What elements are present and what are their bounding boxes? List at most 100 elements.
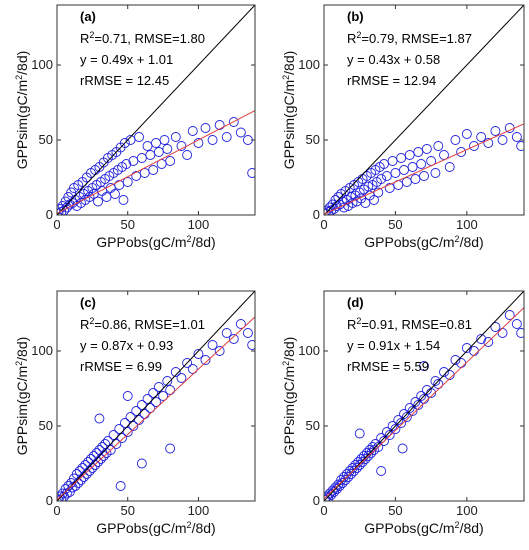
data-point	[151, 138, 161, 148]
data-point	[483, 138, 494, 148]
data-point	[384, 430, 395, 440]
data-point	[94, 413, 105, 424]
x-axis-label: GPPobs(gC/m2/8d)	[364, 234, 483, 250]
x-axis-label: GPPobs(gC/m2/8d)	[96, 520, 215, 536]
axes-frame	[323, 290, 525, 502]
x-tick-label: 100	[456, 503, 478, 518]
data-point	[187, 364, 198, 374]
label-superscript: 2	[14, 361, 24, 366]
data-point	[354, 460, 365, 470]
data-point	[511, 319, 522, 329]
regression-equation: y = 0.87x + 0.93	[80, 338, 173, 353]
axes-frame	[323, 4, 525, 216]
data-point	[476, 334, 487, 344]
data-point	[396, 418, 407, 428]
data-point	[416, 159, 427, 169]
data-point	[114, 180, 125, 190]
data-point	[148, 165, 159, 175]
y-tick-label: 0	[313, 493, 320, 508]
label-superscript: 2	[281, 361, 291, 366]
regression-equation: y = 0.49x + 1.01	[80, 52, 173, 67]
data-point	[101, 192, 112, 202]
label-text: GPPobs(gC/m	[96, 520, 186, 536]
data-point	[114, 424, 125, 434]
data-point	[379, 159, 389, 169]
scatter-panel-3: 005050100100GPPobs(gC/m2/8d)GPPsim(gC/m2…	[14, 290, 256, 536]
data-point	[136, 400, 147, 410]
data-point	[228, 117, 239, 127]
label-text: GPPsim(gC/m	[281, 80, 297, 169]
x-tick-label: 0	[320, 503, 327, 518]
y-tick-label: 50	[39, 132, 53, 147]
scatter-panel-4: 005050100100GPPobs(gC/m2/8d)GPPsim(gC/m2…	[281, 290, 525, 536]
data-point	[504, 310, 515, 320]
data-point	[139, 168, 150, 178]
data-point	[330, 482, 341, 493]
data-point	[329, 487, 339, 497]
data-point	[108, 430, 119, 440]
data-point	[490, 322, 501, 332]
data-point	[142, 394, 153, 404]
regression-line	[57, 110, 255, 214]
data-point	[102, 436, 113, 446]
data-point	[390, 424, 401, 434]
y-tick-label: 100	[298, 343, 320, 358]
data-point	[390, 168, 401, 178]
data-point	[125, 135, 136, 145]
regression-line	[324, 307, 524, 500]
label-text: /8d)	[192, 520, 216, 536]
label-text: GPPsim(gC/m	[14, 80, 30, 169]
data-point	[413, 400, 424, 410]
y-tick-label: 50	[39, 418, 53, 433]
x-tick-label: 0	[320, 217, 327, 232]
regression-equation: y = 0.43x + 0.58	[347, 52, 440, 67]
data-point	[176, 373, 187, 383]
data-point	[450, 135, 461, 145]
x-tick-label: 100	[188, 217, 210, 232]
data-point	[247, 168, 255, 178]
label-text: =0.71, RMSE=1.80	[94, 31, 205, 46]
data-point	[115, 481, 126, 491]
rrmse-text: rRMSE = 6.99	[80, 359, 162, 374]
x-tick-label: 50	[388, 217, 402, 232]
data-point	[131, 406, 142, 416]
data-point	[461, 343, 472, 353]
data-point	[369, 195, 379, 205]
data-point	[336, 475, 347, 485]
data-point	[136, 153, 147, 163]
data-point	[497, 328, 508, 338]
rrmse-text: rRMSE = 12.94	[347, 73, 436, 88]
label-superscript: 2	[356, 316, 361, 326]
label-text: /8d)	[281, 337, 297, 361]
data-point	[341, 469, 352, 479]
data-point	[497, 135, 508, 145]
data-point	[134, 132, 144, 142]
one-to-one-line	[57, 5, 255, 215]
x-tick-label: 100	[456, 217, 478, 232]
r2-rmse-text: R2=0.91, RMSE=0.81	[347, 316, 472, 332]
data-point	[410, 397, 421, 407]
data-point	[516, 141, 524, 151]
data-point	[404, 403, 415, 413]
label-superscript: 2	[455, 234, 460, 244]
data-point	[354, 428, 365, 439]
data-point	[159, 135, 170, 145]
data-point	[324, 488, 335, 499]
data-point	[158, 391, 169, 401]
scatter-panel-1: 005050100100GPPobs(gC/m2/8d)GPPsim(gC/m2…	[14, 4, 256, 250]
data-point	[122, 391, 133, 401]
data-point	[384, 183, 395, 193]
data-point	[469, 346, 479, 356]
data-point	[381, 171, 392, 181]
points-group	[324, 123, 524, 215]
data-point	[121, 159, 132, 169]
r2-rmse-text: R2=0.71, RMSE=1.80	[80, 30, 205, 46]
label-text: =0.86, RMSE=1.01	[94, 317, 205, 332]
data-point	[207, 340, 218, 350]
r2-rmse-text: R2=0.79, RMSE=1.87	[347, 30, 472, 46]
data-point	[105, 445, 116, 455]
data-point	[334, 481, 345, 491]
y-tick-label: 50	[306, 418, 320, 433]
data-point	[387, 421, 398, 431]
data-point	[193, 349, 204, 359]
